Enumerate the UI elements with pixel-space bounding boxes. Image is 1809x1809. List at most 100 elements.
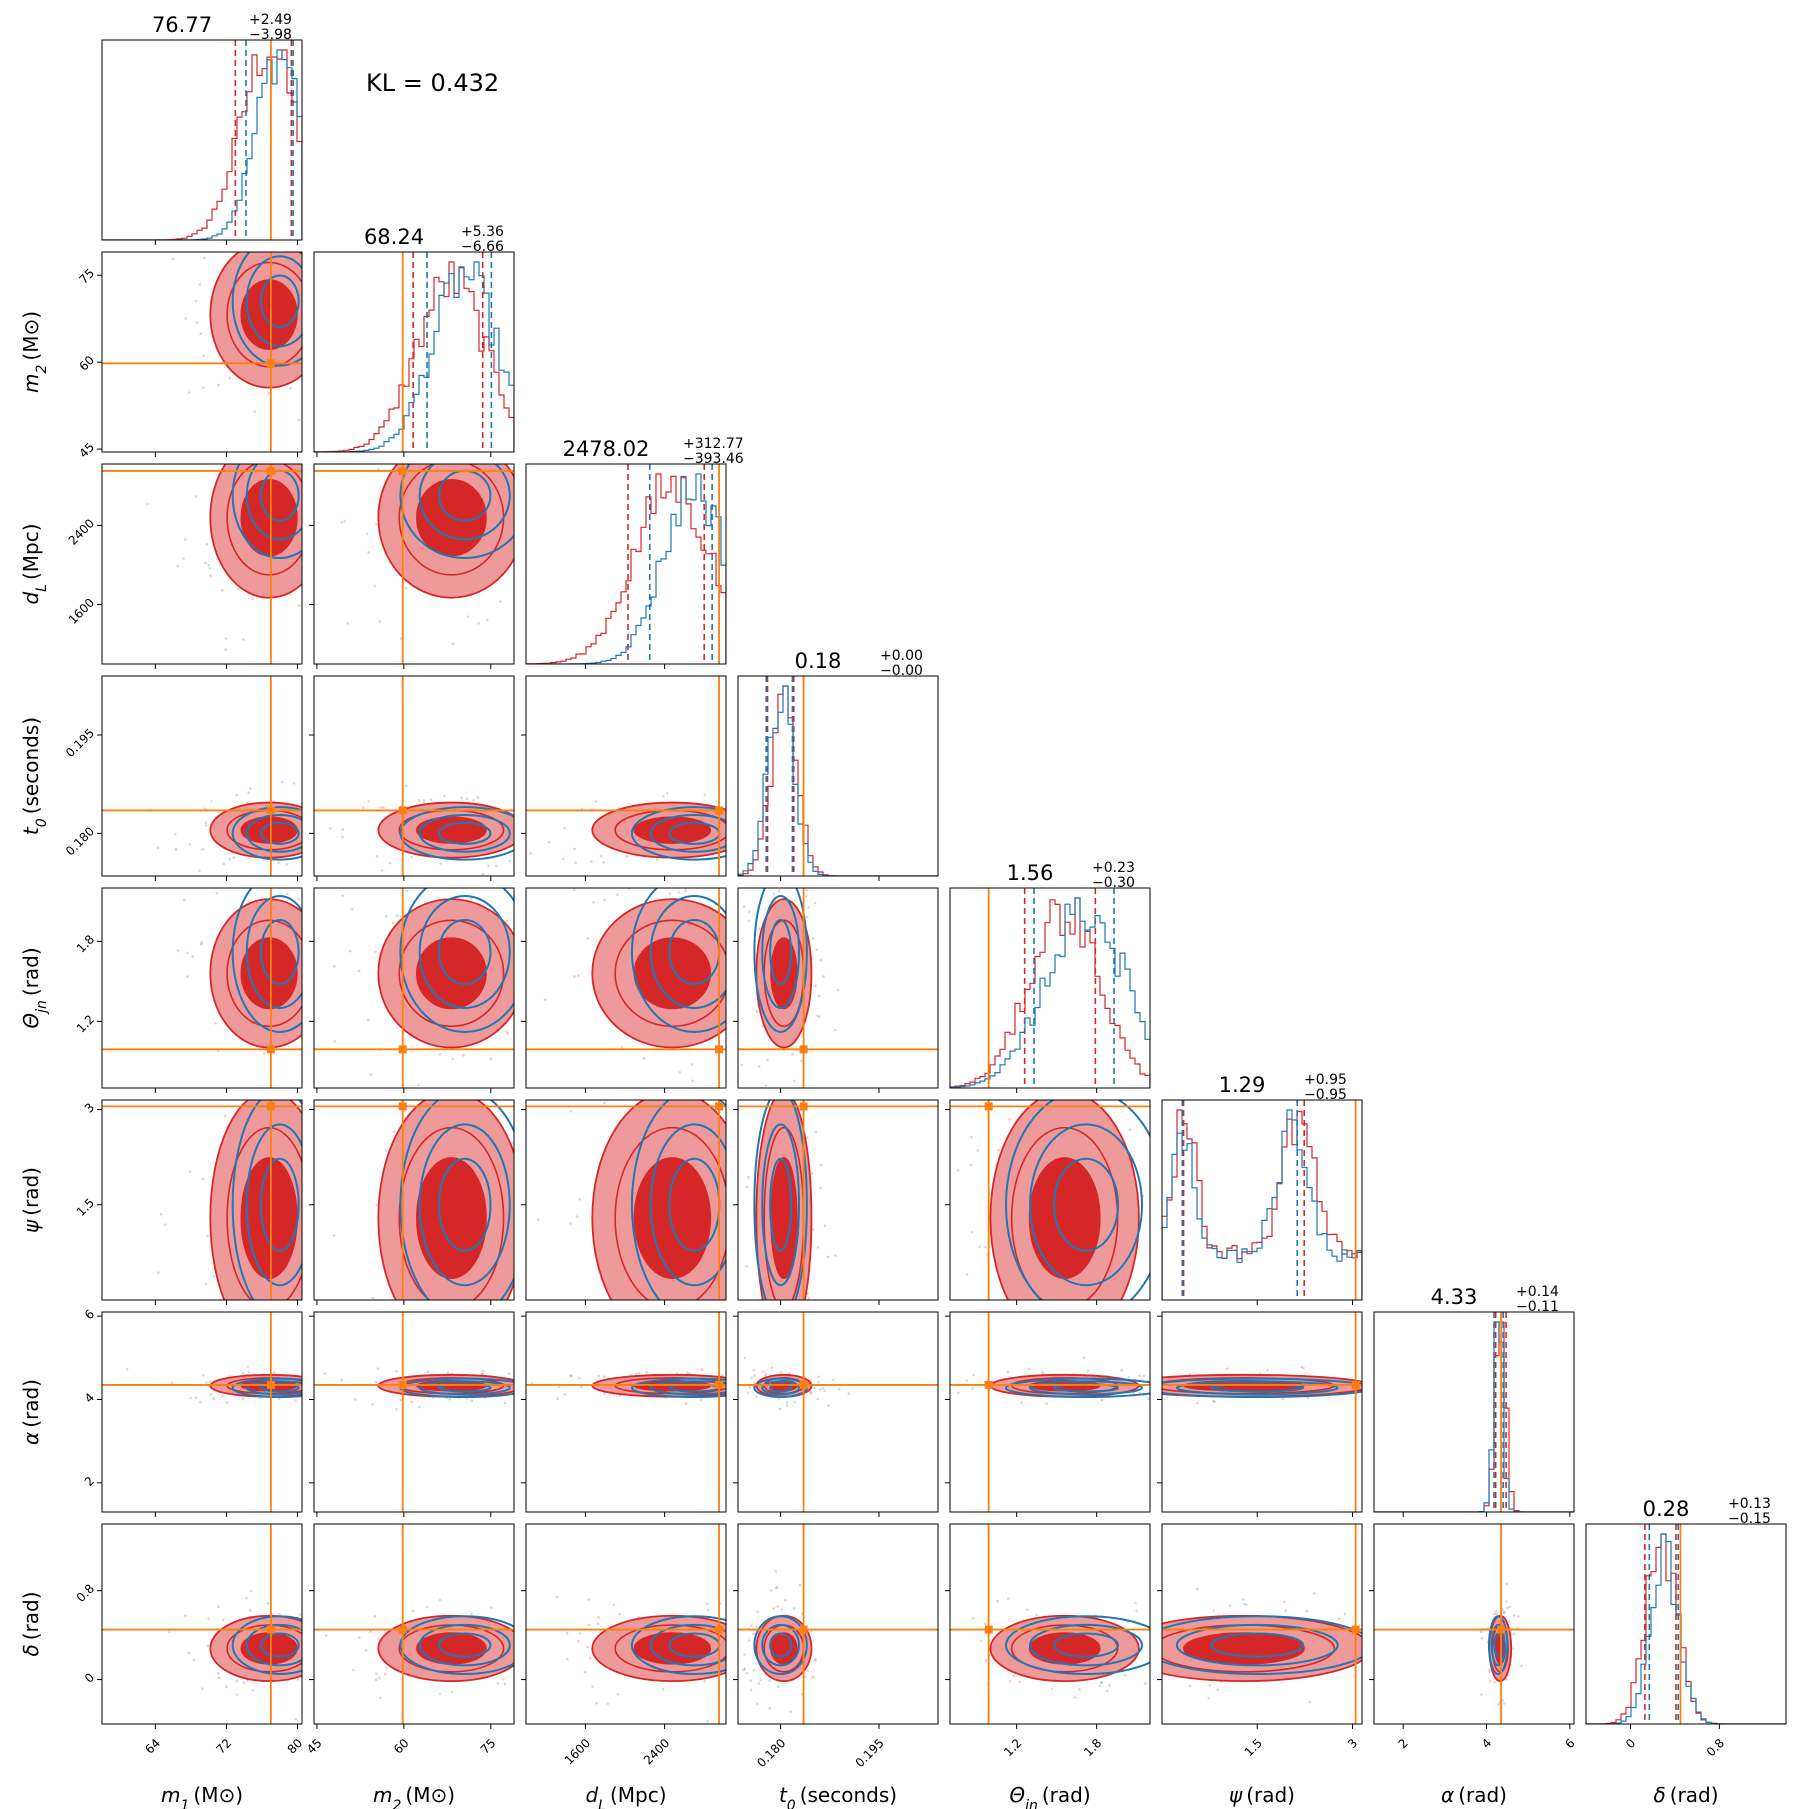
sample-point	[673, 1351, 676, 1354]
sample-point	[304, 920, 307, 923]
sample-point	[518, 820, 521, 823]
sample-point	[454, 876, 457, 879]
sample-point	[726, 1168, 729, 1171]
blue-contour-0	[1005, 1615, 1150, 1675]
sample-point	[228, 376, 231, 380]
sample-point	[333, 844, 336, 847]
sample-point	[488, 1353, 491, 1356]
sample-point	[411, 1609, 415, 1613]
sample-point	[734, 1051, 737, 1054]
sample-point	[1008, 1117, 1011, 1121]
sample-point	[1208, 1683, 1211, 1687]
y-tick-label: 1.8	[74, 932, 97, 955]
sample-point	[1128, 1128, 1132, 1131]
sample-point	[251, 1689, 255, 1692]
sample-point	[329, 353, 332, 356]
sample-point	[204, 821, 208, 824]
sample-point	[324, 928, 327, 931]
sample-point	[812, 1386, 816, 1390]
sample-point	[730, 1246, 733, 1249]
sample-point	[296, 1678, 300, 1681]
sample-point	[586, 937, 589, 940]
sample-point	[304, 1660, 307, 1663]
y-tick-label: 4	[82, 1390, 97, 1405]
sample-point	[518, 1380, 521, 1383]
sample-point	[557, 1385, 561, 1389]
sample-point	[464, 405, 467, 408]
sample-point	[187, 1651, 190, 1655]
sample-point	[1008, 1680, 1012, 1683]
red-histogram	[950, 897, 1150, 1088]
sample-point	[1492, 1612, 1496, 1616]
truth-marker	[398, 1102, 407, 1111]
panel-frame	[949, 887, 1151, 1089]
blue-contour-1	[245, 1123, 302, 1287]
sample-point	[371, 1403, 374, 1406]
blue-contour-0	[1005, 1377, 1150, 1398]
summary-title: 4.33	[1431, 1285, 1478, 1309]
sample-point	[580, 1056, 583, 1059]
sample-point	[404, 458, 407, 461]
sample-point	[743, 829, 746, 832]
sample-point	[247, 791, 251, 795]
sample-point	[771, 837, 774, 840]
sample-point	[847, 1392, 851, 1395]
sample-point	[817, 994, 821, 998]
truth-marker	[715, 806, 724, 815]
sample-point	[754, 1625, 758, 1628]
red-contour-inner	[416, 937, 487, 1010]
contour-panel-thetajn-psi	[945, 1072, 1151, 1305]
sample-point	[441, 1348, 444, 1351]
blue-contour-0	[231, 252, 302, 367]
y-tick-label: 2400	[66, 516, 97, 547]
sample-point	[668, 892, 672, 895]
sample-point	[381, 1348, 384, 1351]
blue-contour-1	[761, 895, 800, 1009]
sample-point	[286, 892, 289, 896]
sample-point	[427, 1094, 430, 1097]
blue-histogram	[314, 261, 514, 452]
sample-point	[778, 1407, 782, 1411]
sample-point	[764, 1084, 768, 1087]
sample-point	[125, 1368, 129, 1371]
hist-panel-dL: 2478.02 +312.77−393.46	[525, 436, 744, 669]
sample-point	[556, 1397, 559, 1400]
summary-title: 68.24	[364, 225, 424, 249]
sample-point	[807, 906, 810, 909]
sample-point	[405, 784, 408, 788]
sample-point	[752, 1369, 756, 1372]
panel-content	[1374, 1312, 1574, 1512]
sample-point	[430, 433, 433, 436]
sample-point	[634, 1372, 638, 1376]
sample-point	[315, 364, 318, 367]
sample-point	[317, 1031, 320, 1034]
sample-point	[495, 1371, 498, 1374]
sample-point	[971, 1617, 975, 1620]
sample-point	[1055, 1368, 1058, 1371]
sample-point	[603, 898, 606, 902]
summary-minus: −6.66	[461, 239, 504, 255]
sample-point	[206, 1234, 209, 1238]
sample-point	[218, 1346, 221, 1349]
sample-point	[249, 1090, 252, 1093]
blue-contour-2	[259, 274, 300, 329]
sample-point	[1041, 1370, 1044, 1373]
blue-histogram	[1162, 1109, 1362, 1300]
sample-point	[819, 958, 823, 962]
sample-point	[340, 520, 344, 524]
contour-panel-m1-thetajn: 1.2 1.8	[74, 887, 337, 1093]
sample-point	[1065, 1072, 1068, 1075]
sample-point	[570, 1374, 573, 1377]
sample-point	[1505, 1677, 1508, 1681]
sample-point	[334, 946, 337, 949]
blue-contour-2	[437, 919, 492, 985]
sample-point	[265, 226, 268, 229]
blue-histogram	[102, 49, 302, 240]
sample-point	[458, 458, 461, 461]
sample-point	[1155, 1692, 1158, 1695]
sample-point	[318, 332, 321, 335]
sample-point	[1196, 1587, 1199, 1591]
red-histogram	[1586, 1533, 1786, 1724]
sample-point	[644, 1319, 647, 1322]
truth-marker	[266, 1625, 275, 1634]
